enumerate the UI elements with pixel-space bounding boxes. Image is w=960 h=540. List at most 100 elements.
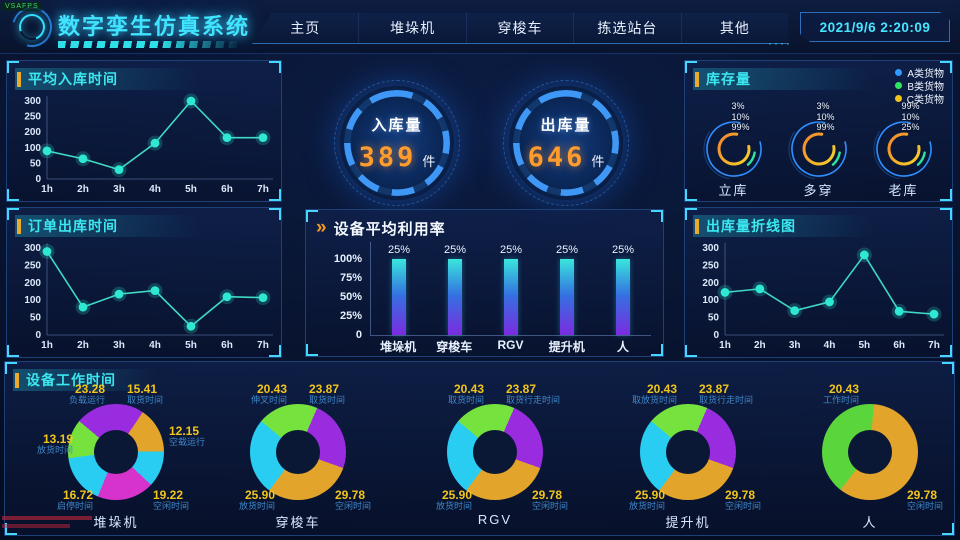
segment-label-取放货时间: 20.43 取放货时间 xyxy=(631,382,677,405)
title-accent-bar xyxy=(17,218,21,234)
segment-label-放货时间: 25.90 放货时间 xyxy=(435,488,472,511)
segment-label-取货行走时间: 23.87 取货行走时间 xyxy=(699,382,754,405)
outbound-counter-gauge: 出库量 646 件 xyxy=(503,80,629,206)
svg-text:3h: 3h xyxy=(789,340,801,351)
panel-equipment-utilization: 设备平均利用率 025%50%75%100% 25%25%25%25%25% 堆… xyxy=(305,209,664,357)
bar-RGV: 25% xyxy=(483,242,539,335)
segment-label-放货时间: 25.90 放货时间 xyxy=(628,488,665,511)
svg-text:7h: 7h xyxy=(257,340,269,351)
svg-text:0: 0 xyxy=(713,330,719,341)
segment-label-取货时间: 23.87 取货时间 xyxy=(309,382,346,405)
svg-text:5h: 5h xyxy=(185,340,197,351)
title-accent-bar xyxy=(695,71,699,87)
svg-text:2h: 2h xyxy=(77,184,89,195)
svg-text:100: 100 xyxy=(24,295,41,306)
svg-text:0: 0 xyxy=(35,330,41,341)
donut-chart xyxy=(447,404,543,500)
svg-text:2h: 2h xyxy=(754,340,766,351)
work-time-donut-提升机: 20.43 取放货时间 23.87 取货行走时间 29.78 空闲时间 25.90 放货时间提… xyxy=(593,382,783,536)
panel-title: 出库量折线图 xyxy=(706,218,796,234)
main-nav: 主页 堆垛机 穿梭车 拣选站台 其他 xyxy=(252,13,788,44)
svg-text:2h: 2h xyxy=(77,340,89,351)
segment-label-伸叉时间: 20.43 伸叉时间 xyxy=(250,382,287,405)
svg-text:5h: 5h xyxy=(185,184,197,195)
svg-text:7h: 7h xyxy=(928,340,940,351)
svg-text:0: 0 xyxy=(35,174,41,185)
donut-chart xyxy=(68,404,164,500)
svg-text:4h: 4h xyxy=(149,184,161,195)
svg-text:100: 100 xyxy=(24,143,41,154)
svg-text:50: 50 xyxy=(708,313,720,324)
bar-穿梭车: 25% xyxy=(427,242,483,335)
legend-item: B类货物 xyxy=(895,79,944,93)
legend-item: C类货物 xyxy=(894,92,944,106)
svg-text:6h: 6h xyxy=(221,184,233,195)
svg-text:250: 250 xyxy=(24,112,41,123)
segment-label-启停时间: 16.72 启停时间 xyxy=(56,488,93,511)
order-outbound-line-chart: 0 50 100 200 250 300 1h 2h 3h 4h 5h 6h 7h xyxy=(24,243,273,351)
utilization-bar-chart: 0 25% 50% 75% 100% 25% 25% 25% 25% 25% xyxy=(318,242,651,341)
work-time-donut-穿梭车: 20.43 伸叉时间 23.87 取货时间 29.78 空闲时间 25.90 放货时间 穿梭车 xyxy=(203,382,393,536)
svg-text:300: 300 xyxy=(702,243,719,254)
datetime-display: 2021/9/6 2:20:09 xyxy=(800,12,950,42)
segment-label-空载运行: 12.15 空载运行 xyxy=(169,424,206,447)
title-accent-bar xyxy=(17,71,21,87)
svg-text:1h: 1h xyxy=(719,340,731,351)
bar-人: 25% xyxy=(595,242,651,335)
recording-watermark-line xyxy=(2,516,92,520)
svg-text:300: 300 xyxy=(24,96,41,107)
panel-title: 库存量 xyxy=(706,71,751,87)
app-logo-icon xyxy=(4,0,60,55)
inventory-ring-立库: 3% 10% 99% 立库 xyxy=(694,101,774,199)
segment-label-空闲时间: 29.78 空闲时间 xyxy=(725,488,762,511)
svg-text:50: 50 xyxy=(30,158,42,169)
panel-title: 平均入库时间 xyxy=(28,71,118,87)
panel-title: 设备平均利用率 xyxy=(333,220,446,238)
title-accent-bar xyxy=(15,372,19,388)
title-accent-bar xyxy=(695,218,699,234)
svg-text:300: 300 xyxy=(24,243,41,254)
svg-text:4h: 4h xyxy=(824,340,836,351)
svg-text:3h: 3h xyxy=(113,184,125,195)
header: VSAFPS 数字孪生仿真系统 主页 堆垛机 穿梭车 拣选站台 其他 ···· 2021… xyxy=(0,0,960,55)
bar-y-axis: 0 25% 50% 75% 100% xyxy=(333,253,362,341)
work-time-donut-RGV: 20.43 取货时间 23.87 取货行走时间 29.78 空闲时间 25.90 放货时间 RG… xyxy=(400,382,590,536)
outbound-volume-line-chart: 0 50 100 200 250 300 1h 2h 3h 4h 5h 6h 7h xyxy=(702,243,944,351)
svg-text:5h: 5h xyxy=(858,340,870,351)
bar-categories: 堆垛机 穿梭车 RGV 提升机人 xyxy=(380,338,629,354)
nav-item-4[interactable]: 拣选站台 xyxy=(573,13,680,43)
donut-name: 提升机 xyxy=(665,515,711,530)
svg-text:100: 100 xyxy=(702,295,719,306)
donut-name: RGV xyxy=(477,512,513,527)
nav-item-3[interactable]: 穿梭车 xyxy=(465,13,573,43)
panel-inventory: 库存量 A类货物 B类货物 C类货物 3% 10% 99% 立库 3% 10% 99% 多穿 99%… xyxy=(684,60,953,202)
inventory-ring-老库: 99% 10% 25% 老库 xyxy=(864,101,944,199)
svg-text:6h: 6h xyxy=(893,340,905,351)
bar-plot-area: 25% 25% 25% 25% 25% xyxy=(370,242,651,336)
svg-text:250: 250 xyxy=(24,260,41,271)
donut-chart xyxy=(250,404,346,500)
svg-text:200: 200 xyxy=(702,278,719,289)
segment-label-取货行走时间: 23.87 取货行走时间 xyxy=(506,382,561,405)
title-underline-dashes xyxy=(58,41,243,48)
segment-label-空闲时间: 29.78 空闲时间 xyxy=(335,488,372,511)
segment-label-工作时间: 20.43 工作时间 xyxy=(822,382,859,405)
segment-label-取货时间: 15.41 取货时间 xyxy=(127,382,164,405)
work-time-donut-堆垛机: 23.28 负载运行 15.41 取货时间 12.15 空载运行 19.22 空闲时间 16.7… xyxy=(21,382,211,536)
segment-label-空闲时间: 29.78 空闲时间 xyxy=(907,488,944,511)
panel-equipment-work-time: 设备工作时间 23.28 负载运行 15.41 取货时间 12.15 空载运行 19.22 空… xyxy=(4,361,955,536)
svg-text:6h: 6h xyxy=(221,340,233,351)
svg-text:200: 200 xyxy=(24,278,41,289)
inventory-rings: 3% 10% 99% 立库 3% 10% 99% 多穿 99% 10% 25% 老库 xyxy=(691,101,946,199)
nav-item-5[interactable]: 其他 xyxy=(680,13,788,43)
panel-avg-inbound-time: 平均入库时间 0 50 100 200 250 300 1h 2h 3h 4h 5h 6h 7h xyxy=(6,60,282,202)
donut-name: 穿梭车 xyxy=(275,515,321,530)
inbound-counter-gauge: 入库量 389 件 xyxy=(334,80,460,206)
donut-chart xyxy=(822,404,918,500)
nav-item-1[interactable]: 主页 xyxy=(290,20,321,36)
svg-text:1h: 1h xyxy=(41,184,53,195)
nav-item-2[interactable]: 堆垛机 xyxy=(358,13,465,43)
panel-outbound-volume: 出库量折线图 0 50 100 200 250 300 1h 2h 3h 4h 5h 6h 7h xyxy=(684,207,953,358)
avg-inbound-line-chart: 0 50 100 200 250 300 1h 2h 3h 4h 5h 6h 7h xyxy=(24,93,273,195)
